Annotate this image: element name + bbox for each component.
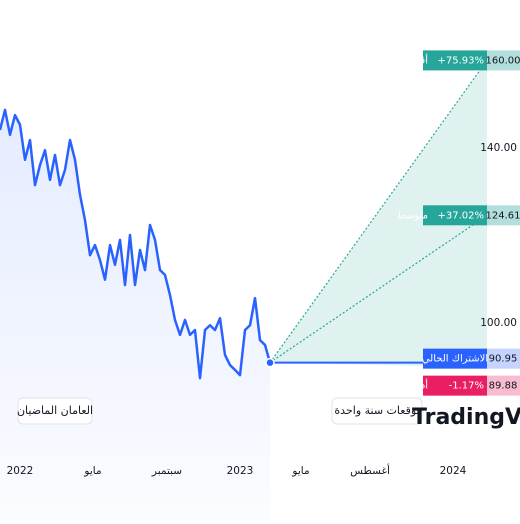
x-tick-label: مايو <box>291 465 309 477</box>
current-dot <box>266 359 274 367</box>
y-tick-label: 140.00 <box>480 142 517 154</box>
change-label: +75.93% <box>437 55 484 66</box>
change-label: -1.17% <box>449 381 484 392</box>
forecast-label: توقعات سنة واحدة <box>334 404 419 417</box>
x-tick-label: 2023 <box>227 465 254 477</box>
change-label: +37.02% <box>437 210 484 221</box>
x-tick-label: 2022 <box>7 465 34 477</box>
x-tick-label: أغسطس <box>350 463 390 477</box>
x-tick-label: 2024 <box>440 465 467 477</box>
target-name: متوسط <box>397 210 428 221</box>
history-area <box>0 110 270 520</box>
target-name: أدنى <box>410 379 429 392</box>
x-tick-label: مايو <box>83 465 101 477</box>
current-name: الاشتراك الحالي <box>422 354 488 365</box>
value-label: 124.61 <box>486 210 520 221</box>
target-name: أقصى <box>403 53 428 66</box>
y-tick-label: 100.00 <box>480 317 517 329</box>
value-label: 90.95 <box>489 354 518 365</box>
history-label: العامان الماضيان <box>17 404 93 417</box>
value-label: 160.00 <box>486 55 520 66</box>
x-tick-label: سبتمبر <box>151 465 182 477</box>
brand: TradingView <box>412 405 520 430</box>
value-label: 89.88 <box>489 381 518 392</box>
